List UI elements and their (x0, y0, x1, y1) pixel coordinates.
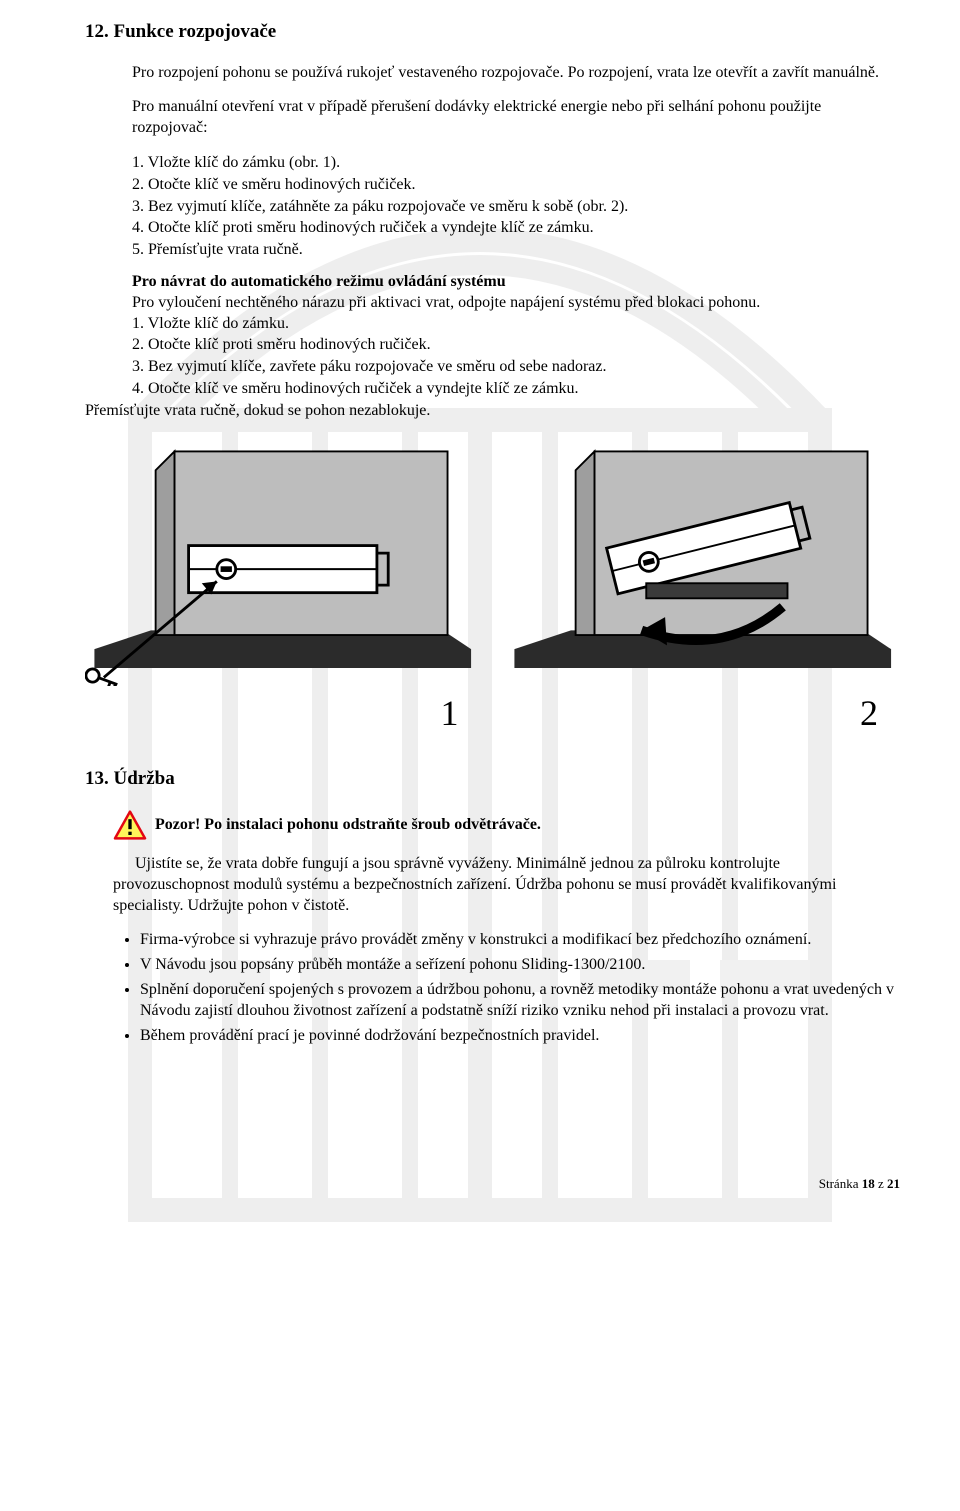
warning-text: Pozor! Po instalaci pohonu odstraňte šro… (155, 815, 541, 836)
section13-para1: Ujistíte se, že vrata dobře fungují a js… (113, 854, 900, 916)
section-13-title: 13. Údržba (85, 767, 900, 792)
manual-step-3: 3. Bez vyjmutí klíče, zatáhněte za páku … (132, 197, 900, 218)
footer-mid: z (875, 1176, 887, 1191)
manual-step-1: 1. Vložte klíč do zámku (obr. 1). (132, 153, 900, 174)
return-steps: 1. Vložte klíč do zámku. 2. Otočte klíč … (132, 314, 900, 400)
footer-prefix: Stránka (819, 1176, 862, 1191)
return-intro: Pro vyloučení nechtěného nárazu při akti… (132, 294, 760, 311)
bullet-3: Splnění doporučení spojených s provozem … (140, 980, 900, 1022)
return-lead: Pro návrat do automatického režimu ovlád… (132, 272, 900, 314)
section12-manual-intro: Pro manuální otevření vrat v případě pře… (132, 97, 900, 139)
figure-1-number: 1 (441, 690, 459, 737)
section-12-title: 12. Funkce rozpojovače (85, 20, 900, 45)
return-last: Přemísťujte vrata ručně, dokud se pohon … (85, 401, 900, 422)
warning-row: Pozor! Po instalaci pohonu odstraňte šro… (113, 810, 900, 840)
figure-row: 1 2 (85, 442, 900, 738)
manual-step-4: 4. Otočte klíč proti směru hodinových ru… (132, 218, 900, 239)
section13-bullets: Firma-výrobce si vyhrazuje právo provádě… (140, 930, 900, 1046)
warning-icon (113, 810, 147, 840)
section12-intro: Pro rozpojení pohonu se používá rukojeť … (132, 63, 900, 84)
page-footer: Stránka 18 z 21 (85, 1176, 900, 1193)
manual-steps: 1. Vložte klíč do zámku (obr. 1). 2. Oto… (132, 153, 900, 261)
footer-total: 21 (887, 1176, 900, 1191)
bullet-2: V Návodu jsou popsány průběh montáže a s… (140, 955, 900, 976)
return-step-4: 4. Otočte klíč ve směru hodinových ručič… (132, 379, 900, 400)
figure-1 (85, 442, 481, 687)
return-title: Pro návrat do automatického režimu ovlád… (132, 273, 506, 290)
footer-page: 18 (862, 1176, 875, 1191)
figure-2-number: 2 (860, 690, 878, 737)
figure-2 (505, 442, 901, 687)
return-step-2: 2. Otočte klíč proti směru hodinových ru… (132, 335, 900, 356)
bullet-4: Během provádění prací je povinné dodržov… (140, 1026, 900, 1047)
bullet-1: Firma-výrobce si vyhrazuje právo provádě… (140, 930, 900, 951)
manual-step-5: 5. Přemísťujte vrata ručně. (132, 240, 900, 261)
return-step-3: 3. Bez vyjmutí klíče, zavřete páku rozpo… (132, 357, 900, 378)
manual-step-2: 2. Otočte klíč ve směru hodinových ručič… (132, 175, 900, 196)
return-step-1: 1. Vložte klíč do zámku. (132, 314, 900, 335)
